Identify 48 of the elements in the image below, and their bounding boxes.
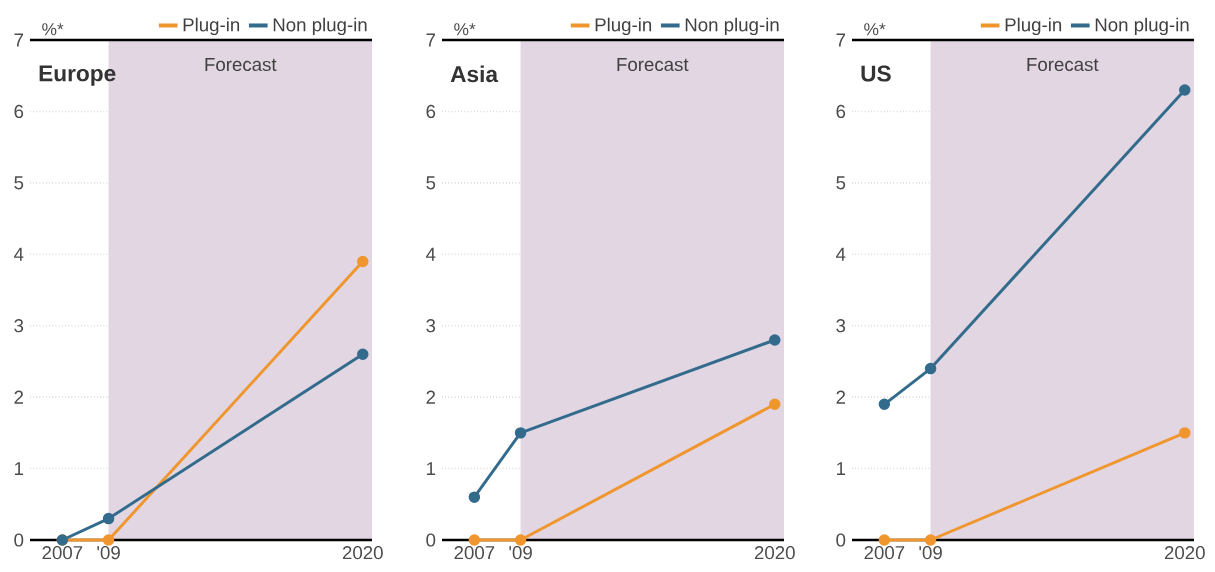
x-tick-label: 2007	[42, 546, 83, 560]
y-tick-label: 1	[837, 462, 846, 475]
y-tick-label: 0	[426, 533, 436, 547]
text: US	[861, 65, 891, 82]
band-label: Forecast	[1027, 58, 1099, 72]
band-label: Forecast	[617, 58, 689, 72]
y-tick-label: 7	[836, 33, 846, 47]
y-tick-label: 1	[427, 462, 436, 475]
x-tick-label: 2020	[1164, 546, 1205, 560]
x-tick-label: 2007	[454, 546, 495, 560]
y-tick-label: 1	[15, 462, 24, 475]
text: Europe	[39, 65, 116, 86]
legend-label: Non plug-in	[685, 17, 779, 36]
y-tick-label: 2	[14, 390, 24, 404]
band-label: Forecast	[205, 58, 277, 72]
x-tick-label: 2020	[754, 546, 795, 560]
text: Asia	[450, 65, 499, 83]
y-tick-label: 4	[13, 247, 24, 261]
legend-label: Non plug-in	[273, 17, 367, 36]
y-tick-label: 4	[836, 247, 846, 261]
x-tick-label: '09	[97, 546, 120, 560]
y-tick-label: 4	[426, 247, 436, 261]
y-axis-title: %*	[864, 23, 886, 36]
y-tick-label: 6	[14, 104, 24, 119]
y-axis-title: %*	[42, 23, 64, 36]
x-tick-label: 2007	[864, 546, 905, 560]
y-tick-label: 2	[836, 390, 846, 404]
y-tick-label: 5	[836, 176, 846, 190]
y-tick-label: 7	[14, 33, 24, 47]
y-tick-label: 7	[426, 33, 436, 47]
legend-label: Plug-in	[595, 17, 652, 36]
x-tick-label: '09	[919, 546, 942, 560]
y-tick-label: 5	[14, 176, 24, 190]
legend-label: Non plug-in	[1095, 17, 1189, 36]
x-tick-label: 2020	[342, 546, 383, 560]
y-tick-label: 2	[426, 390, 436, 404]
y-tick-label: 0	[14, 533, 24, 547]
x-tick-label: '09	[509, 546, 532, 560]
y-tick-label: 3	[426, 319, 436, 333]
y-tick-label: 6	[426, 104, 436, 119]
y-tick-label: 3	[836, 319, 846, 333]
y-tick-label: 5	[426, 176, 436, 190]
y-tick-label: 3	[14, 319, 24, 333]
y-axis-title: %*	[454, 23, 476, 36]
y-tick-label: 6	[836, 104, 846, 119]
legend-label: Plug-in	[183, 17, 240, 36]
legend-label: Plug-in	[1005, 17, 1062, 36]
y-tick-label: 0	[836, 533, 846, 547]
